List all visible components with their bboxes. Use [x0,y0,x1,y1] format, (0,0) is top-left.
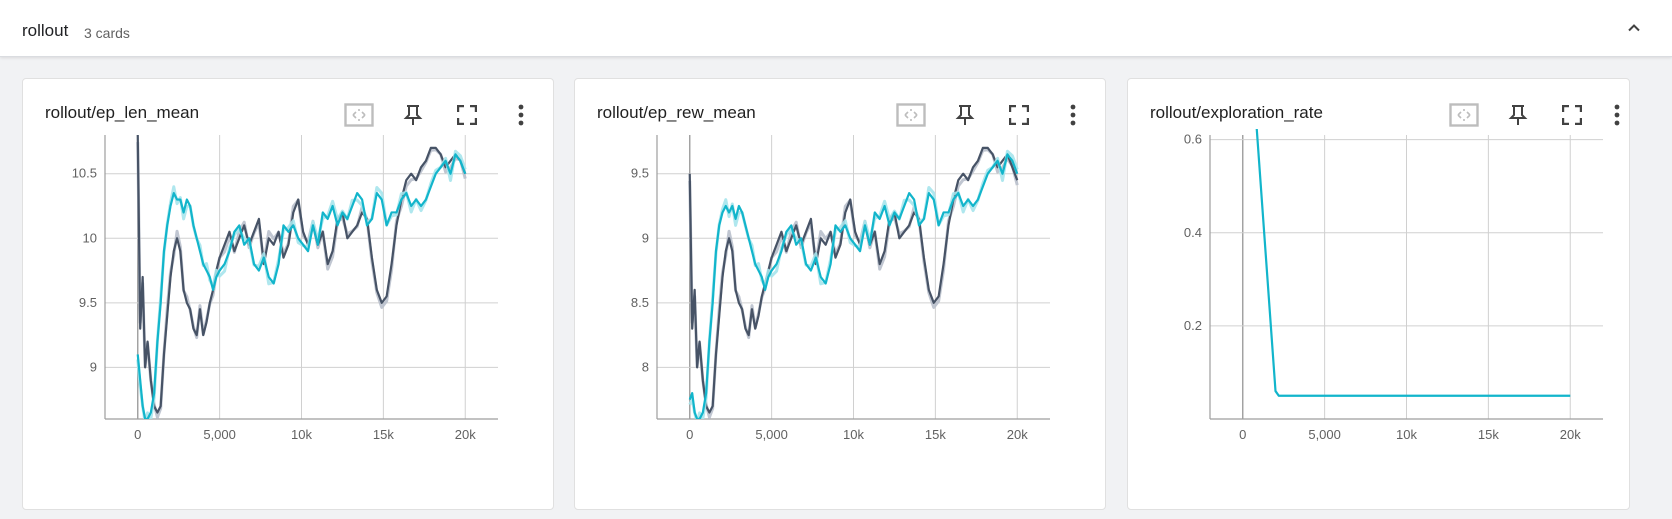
x-tick-label: 15k [1478,427,1499,442]
fullscreen-button[interactable] [1001,97,1037,133]
more-options-button[interactable] [503,97,539,133]
x-tick-label: 10k [291,427,312,442]
fit-domain-icon [896,103,926,127]
y-tick-label: 9 [642,230,649,245]
fit-domain-button[interactable] [893,97,929,133]
pin-icon [1508,105,1528,125]
pin-button[interactable] [1500,97,1536,133]
fullscreen-icon [1562,105,1582,125]
y-tick-label: 8.5 [631,295,649,310]
x-tick-label: 5,000 [203,427,236,442]
y-tick-label: 0.2 [1184,318,1202,333]
pin-icon [403,105,423,125]
x-tick-label: 15k [925,427,946,442]
y-tick-label: 9.5 [79,295,97,310]
x-tick-label: 20k [1007,427,1028,442]
fit-domain-icon [344,103,374,127]
y-tick-label: 10 [83,230,97,245]
series-line [136,153,467,419]
y-tick-label: 0.6 [1184,132,1202,147]
x-tick-label: 10k [1396,427,1417,442]
chart-card-exploration-rate: rollout/exploration_rate 0 5,000 10k 15k 20k… [1127,78,1630,510]
x-tick-label: 0 [134,427,141,442]
y-tick-label: 9 [90,359,97,374]
fit-domain-icon [1449,103,1479,127]
card-title: rollout/ep_rew_mean [597,103,756,122]
series-line [1255,129,1571,397]
more-vert-icon [1614,104,1620,126]
collapse-group-button[interactable] [1618,12,1650,44]
more-vert-icon [518,104,524,126]
chevron-up-icon [1628,24,1640,32]
y-tick-label: 10.5 [72,166,97,181]
fullscreen-button[interactable] [449,97,485,133]
group-title: rollout [22,21,69,40]
x-tick-label: 0 [686,427,693,442]
y-tick-label: 9.5 [631,166,649,181]
line-chart-ep-rew-mean[interactable]: 0 5,000 10k 15k 20k 8 8.5 9 9.5 [575,79,1105,509]
fullscreen-icon [1009,105,1029,125]
pin-icon [955,105,975,125]
card-title: rollout/ep_len_mean [45,103,200,122]
y-tick-label: 8 [642,359,649,374]
x-tick-label: 5,000 [1308,427,1341,442]
y-tick-label: 0.4 [1184,225,1202,240]
group-header: rollout 3 cards [0,0,1672,57]
group-card-count: 3 cards [84,25,130,41]
fullscreen-button[interactable] [1554,97,1590,133]
fullscreen-icon [457,105,477,125]
x-tick-label: 20k [455,427,476,442]
x-tick-label: 20k [1560,427,1581,442]
more-options-button[interactable] [1055,97,1091,133]
x-tick-label: 15k [373,427,394,442]
series-line [688,153,1019,419]
line-chart-ep-len-mean[interactable]: 0 5,000 10k 15k 20k 9 9.5 10 10.5 [23,79,553,509]
card-title: rollout/exploration_rate [1150,103,1323,122]
fit-domain-button[interactable] [341,97,377,133]
x-tick-label: 10k [843,427,864,442]
pin-button[interactable] [395,97,431,133]
pin-button[interactable] [947,97,983,133]
chart-card-ep-len-mean: rollout/ep_len_mean 0 5,000 10k 15k 20k 9 9.5 1… [22,78,554,510]
line-chart-exploration-rate[interactable]: 0 5,000 10k 15k 20k 0.2 0.4 0.6 [1128,79,1629,509]
fit-domain-button[interactable] [1446,97,1482,133]
more-vert-icon [1070,104,1076,126]
chart-card-ep-rew-mean: rollout/ep_rew_mean 0 5,000 10k 15k 20k 8 8.5 9… [574,78,1106,510]
x-tick-label: 5,000 [755,427,788,442]
x-tick-label: 0 [1239,427,1246,442]
more-options-button[interactable] [1606,97,1628,133]
